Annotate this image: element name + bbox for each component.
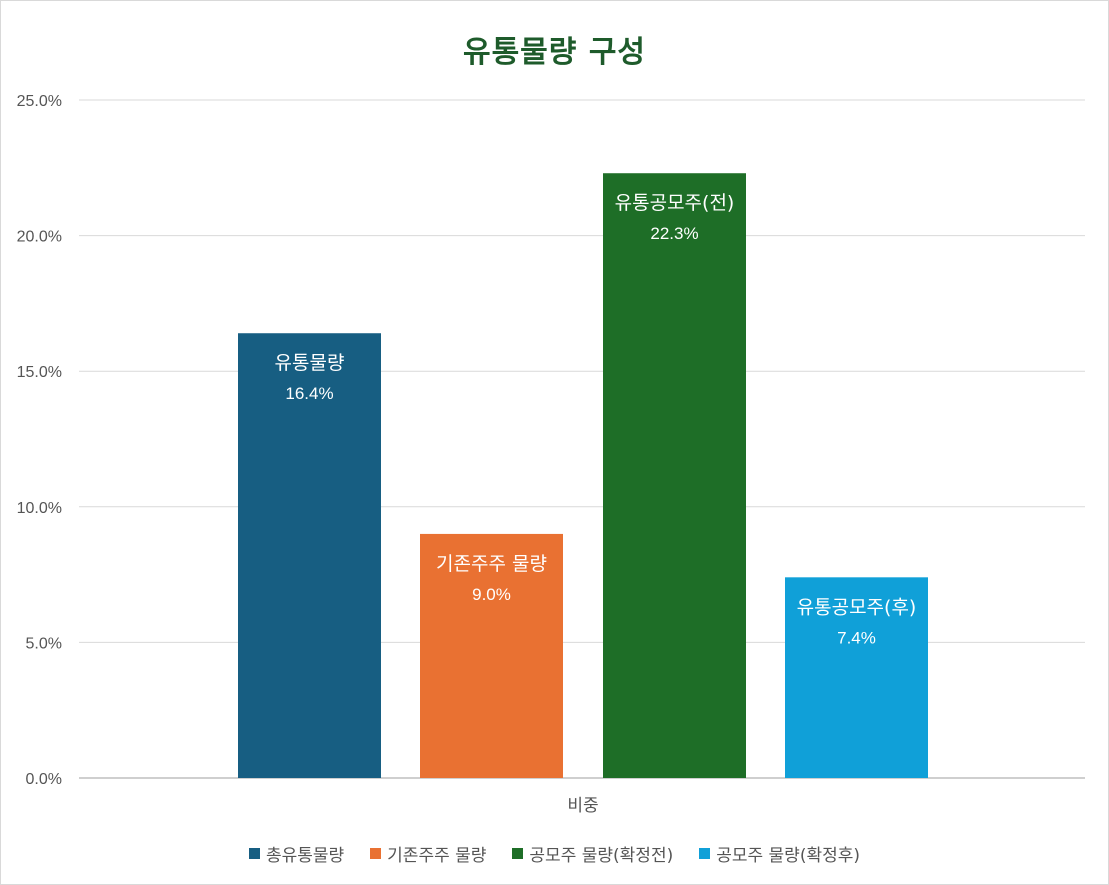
legend-swatch bbox=[248, 848, 260, 859]
legend-label: 총유통물량 bbox=[265, 846, 345, 866]
legend-label: 공모주 물량(확정후) bbox=[716, 846, 861, 866]
y-tick-label: 20.0% bbox=[17, 229, 62, 246]
bar-value-label: 7.4% bbox=[837, 628, 876, 647]
chart-legend: 총유통물량 기존주주 물량 공모주 물량(확정전) 공모주 물량(확정후) bbox=[1, 841, 1108, 866]
y-tick-label: 15.0% bbox=[17, 364, 62, 381]
y-tick-label: 5.0% bbox=[26, 635, 62, 652]
bar bbox=[420, 533, 563, 778]
bar-value-label: 22.3% bbox=[650, 224, 698, 243]
bar bbox=[238, 333, 381, 778]
bar bbox=[603, 173, 746, 778]
legend-item: 기존주주 물량 bbox=[370, 841, 486, 866]
x-category-label: 비중 bbox=[567, 796, 598, 816]
bar-value-label: 16.4% bbox=[285, 384, 333, 403]
legend-item: 공모주 물량(확정전) bbox=[512, 841, 673, 866]
bar-name-label: 유통물량 bbox=[275, 352, 345, 374]
legend-label: 기존주주 물량 bbox=[387, 846, 487, 866]
bar-name-label: 유통공모주(후) bbox=[797, 596, 917, 618]
bar-name-label: 기존주주 물량 bbox=[436, 553, 547, 575]
y-tick-label: 0.0% bbox=[26, 771, 62, 788]
legend-label: 공모주 물량(확정전) bbox=[529, 846, 674, 866]
bar-name-label: 유통공모주(전) bbox=[615, 192, 735, 214]
y-tick-label: 25.0% bbox=[17, 93, 62, 110]
legend-item: 공모주 물량(확정후) bbox=[699, 841, 860, 866]
chart-title: 유통물량 구성 bbox=[462, 35, 647, 70]
legend-swatch bbox=[699, 848, 711, 859]
legend-item: 총유통물량 bbox=[248, 841, 345, 866]
bar-value-label: 9.0% bbox=[472, 585, 511, 604]
y-tick-label: 10.0% bbox=[17, 500, 62, 517]
legend-swatch bbox=[370, 848, 382, 859]
bar bbox=[785, 577, 928, 778]
legend-swatch bbox=[512, 848, 524, 859]
